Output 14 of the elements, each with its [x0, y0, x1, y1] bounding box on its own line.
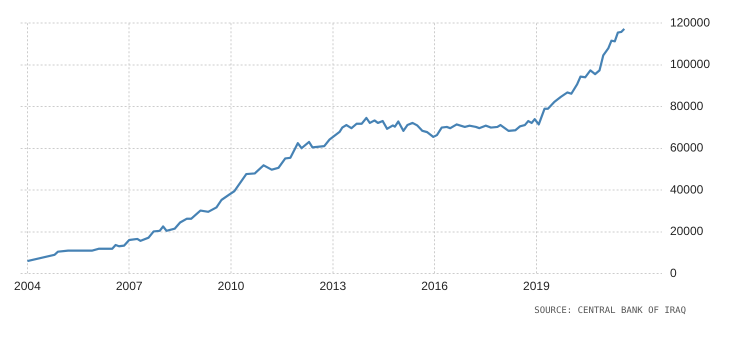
x-tick-label: 2019 [523, 279, 550, 294]
y-tick-label: 60000 [670, 140, 704, 155]
y-tick-label: 40000 [670, 182, 704, 196]
y-tick-label: 0 [670, 266, 677, 280]
x-tick-label: 2004 [14, 279, 42, 294]
y-tick-label: 80000 [670, 98, 704, 113]
y-tick-label: 100000 [670, 57, 710, 72]
x-tick-label: 2010 [218, 279, 245, 294]
x-tick-label: 2007 [116, 279, 143, 294]
source-note: SOURCE: CENTRAL BANK OF IRAQ [533, 306, 687, 316]
x-tick-label: 2016 [421, 279, 448, 294]
y-tick-label: 20000 [670, 224, 704, 238]
y-tick-label: 120000 [670, 16, 710, 30]
x-tick-label: 2013 [319, 279, 346, 294]
